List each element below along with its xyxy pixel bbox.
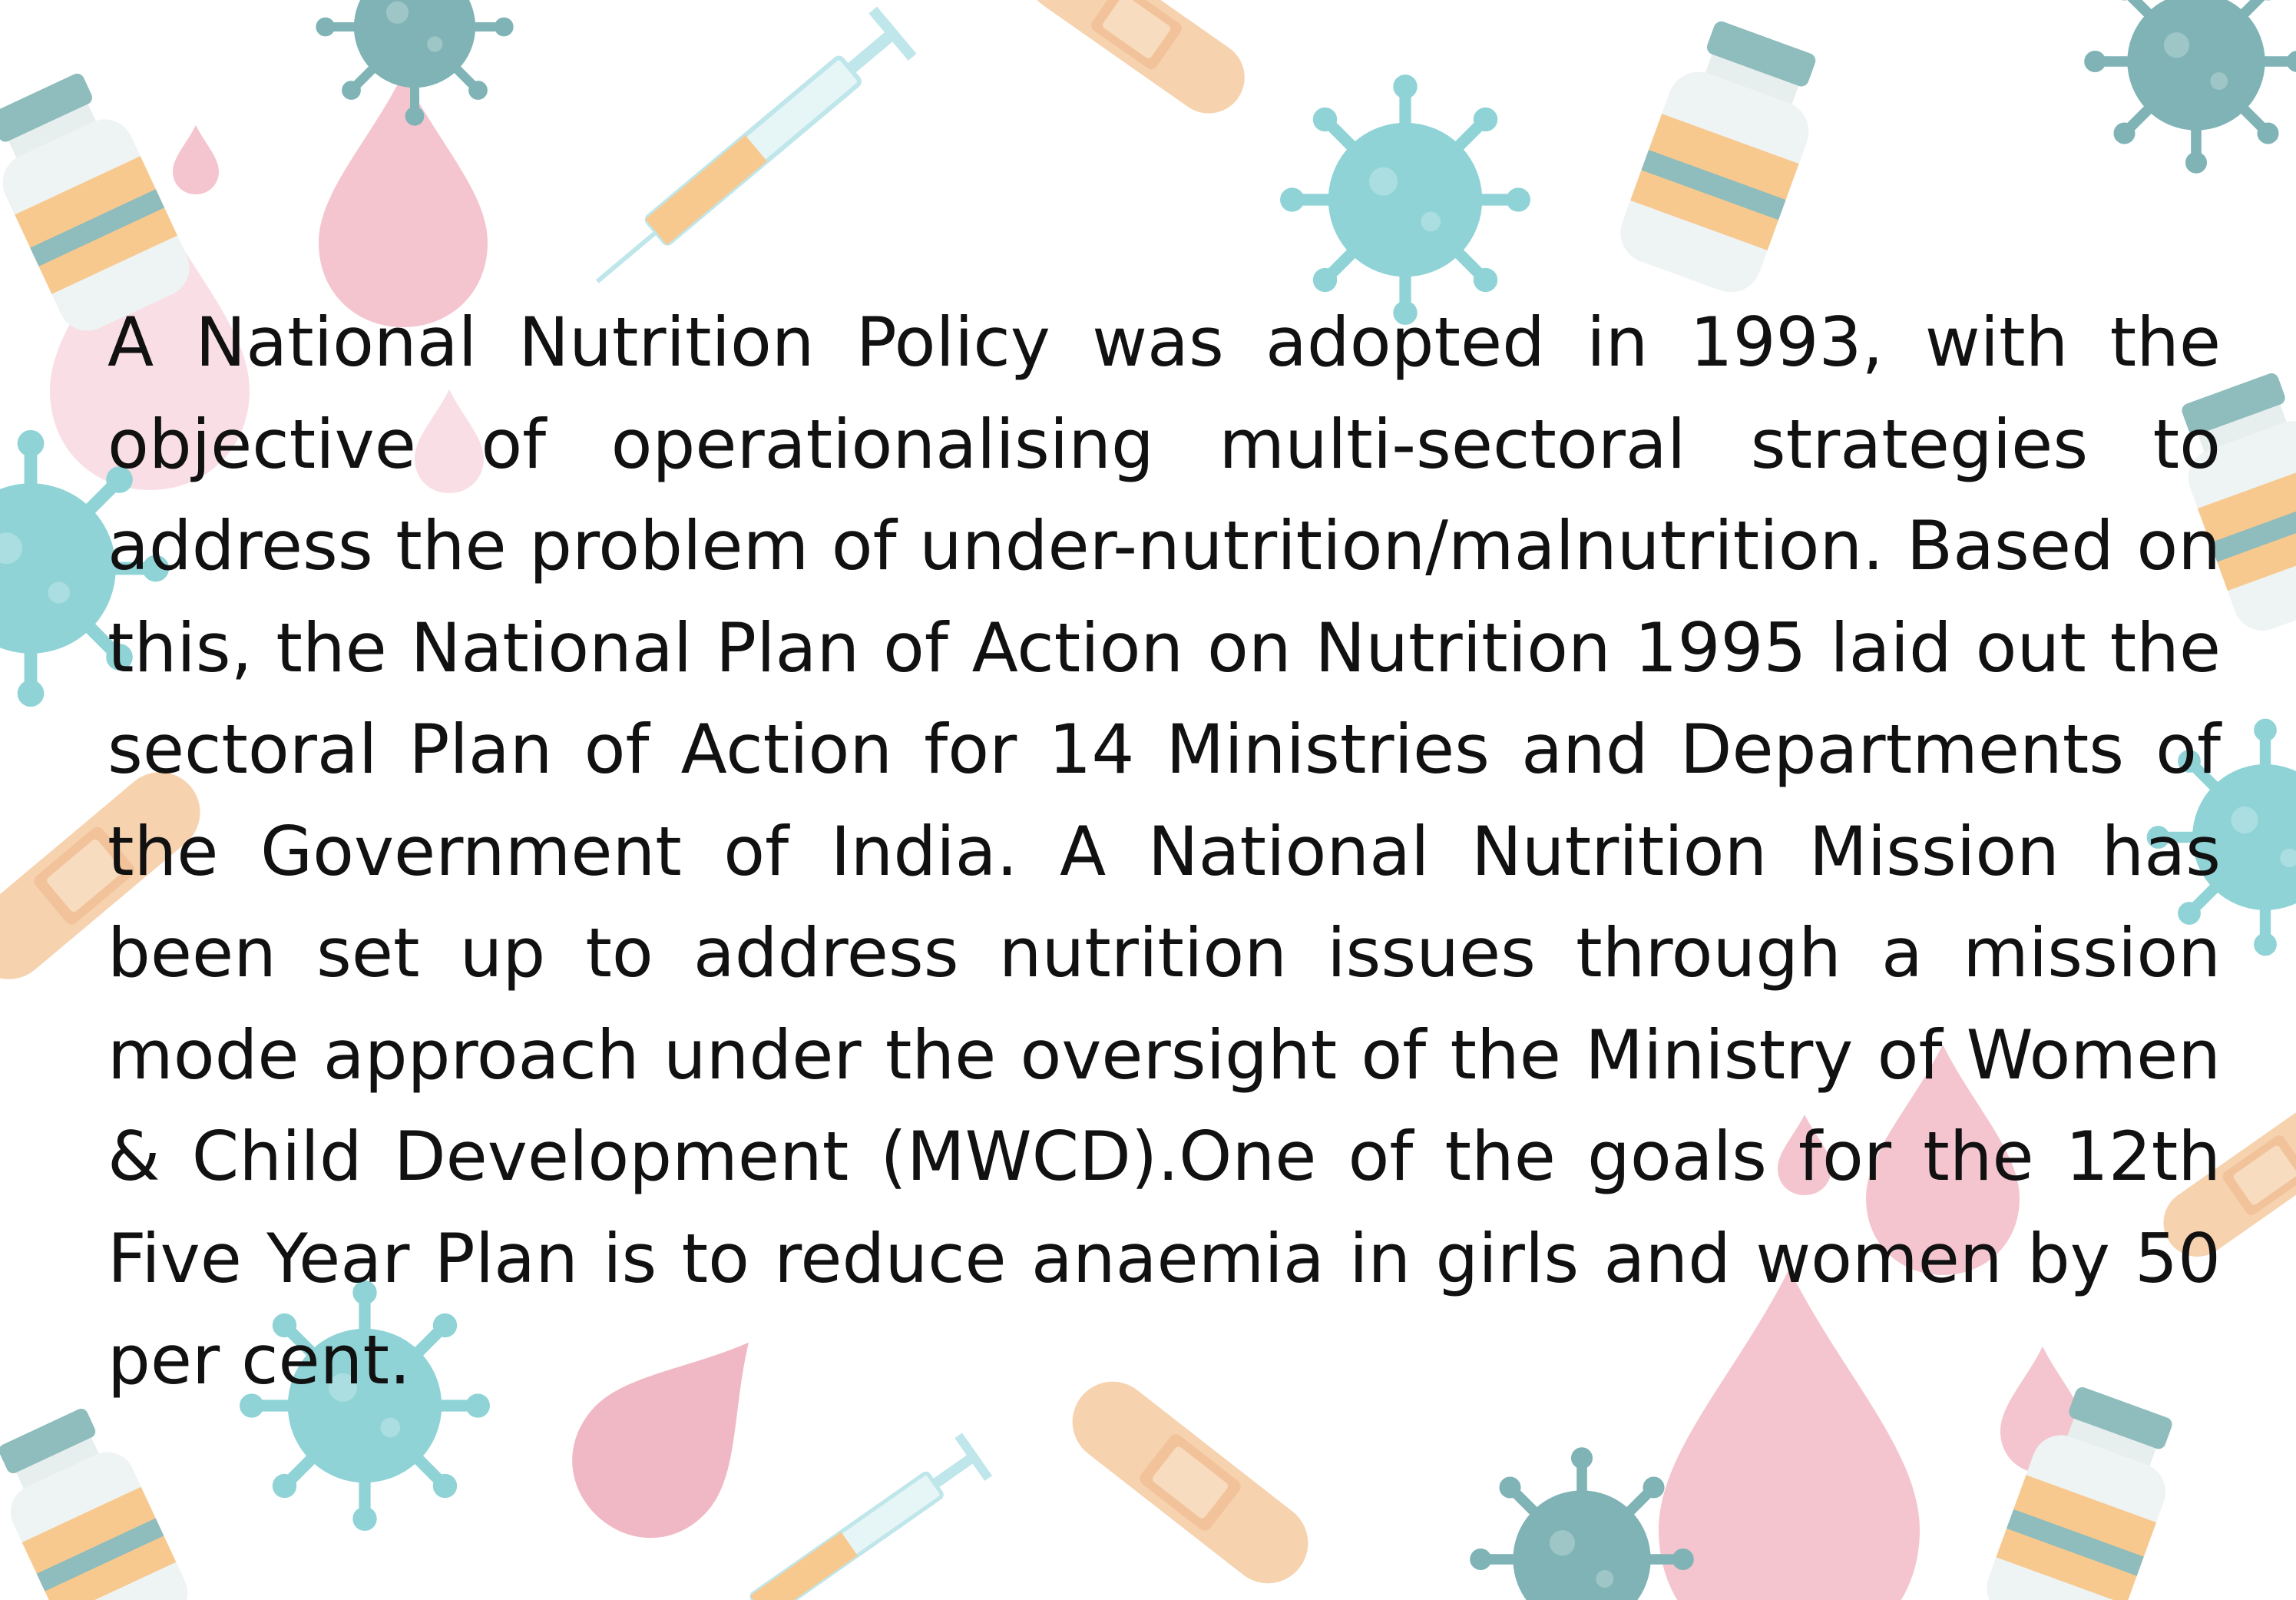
body-paragraph: A National Nutrition Policy was adopted … [108, 303, 2221, 1400]
